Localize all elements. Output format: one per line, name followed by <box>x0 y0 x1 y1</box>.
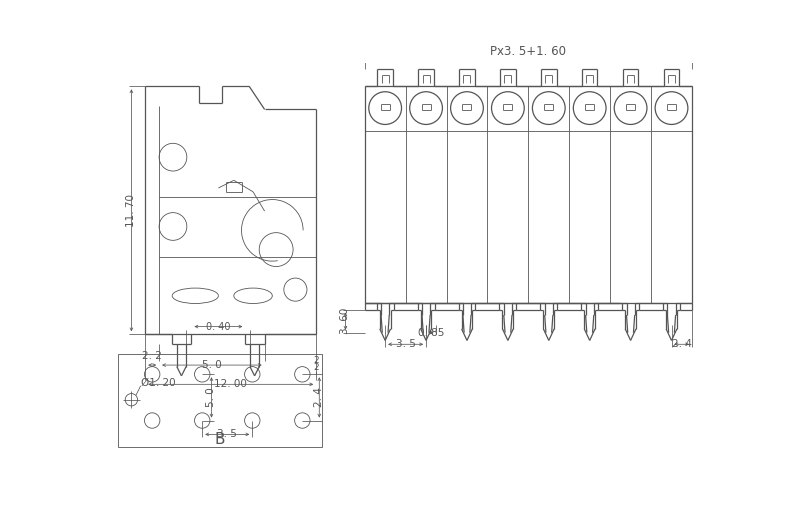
Text: 5. 0: 5. 0 <box>202 360 222 370</box>
Text: Px3. 5+1. 60: Px3. 5+1. 60 <box>490 45 567 58</box>
Text: 3. 60: 3. 60 <box>341 308 350 334</box>
Text: 2. 4: 2. 4 <box>314 387 324 407</box>
Text: 11. 70: 11. 70 <box>126 194 136 227</box>
Text: 3. 5: 3. 5 <box>395 339 416 349</box>
Text: Ø1. 20: Ø1. 20 <box>140 378 175 388</box>
Text: B: B <box>215 432 225 447</box>
Text: 12. 00: 12. 00 <box>215 379 247 389</box>
Text: 2. 2: 2. 2 <box>142 351 162 361</box>
Text: 5. 0: 5. 0 <box>207 387 216 407</box>
Bar <box>118 354 323 447</box>
Text: 2. 4: 2. 4 <box>671 339 692 349</box>
Text: 2: 2 <box>313 356 319 365</box>
Text: 3. 5: 3. 5 <box>217 430 237 440</box>
Text: 0. 40: 0. 40 <box>206 321 230 331</box>
Text: 0. 85: 0. 85 <box>418 328 444 338</box>
Text: 2: 2 <box>313 363 319 372</box>
